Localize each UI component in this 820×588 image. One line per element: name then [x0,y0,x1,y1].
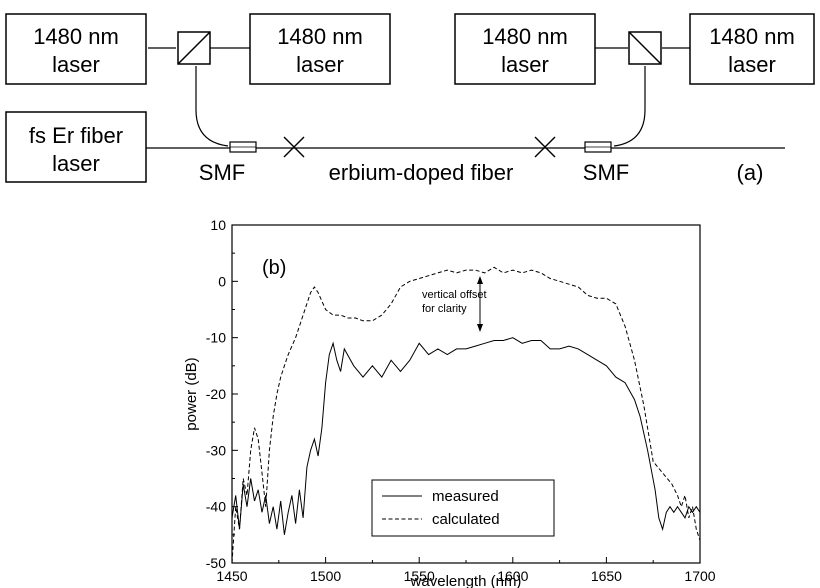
x-tick-label: 1550 [404,568,435,584]
y-axis-title: power (dB) [183,357,200,430]
label-smf-left: SMF [199,160,245,185]
box-laser-top-1-line1: 1480 nm [33,24,119,49]
box-laser-top-3-line2: laser [501,52,549,77]
series-measured-line [231,337,701,535]
box-laser-top-2-line1: 1480 nm [277,24,363,49]
offset-arrow-icon [477,276,483,332]
box-laser-top-4 [689,13,815,85]
y-tick-label: -40 [206,499,226,515]
x-tick-label: 1700 [684,568,715,584]
pump-fiber-left [195,66,229,147]
box-fs-laser-line2: laser [52,151,100,176]
y-tick-label: -50 [206,555,226,571]
legend-label-measured: measured [432,488,499,505]
x-axis-title: wavelength (nm) [410,573,522,588]
y-tick-label: -10 [206,330,226,346]
annotation-line1: vertical offset [422,289,487,301]
legend-label-calculated: calculated [432,511,500,528]
box-laser-top-1 [5,13,147,85]
box-laser-top-4-line1: 1480 nm [709,24,795,49]
coupler-right-icon [584,141,612,153]
box-laser-top-2-line2: laser [296,52,344,77]
coupler-left-icon [229,141,257,153]
x-tick-label: 1450 [216,568,247,584]
splice-right-icon [534,136,556,158]
box-laser-top-2 [249,13,391,85]
legend-box [371,479,555,537]
panel-label-b: (b) [262,257,286,279]
pump-fiber-right [613,66,646,147]
box-laser-top-3-line1: 1480 nm [482,24,568,49]
x-tick-label: 1600 [497,568,528,584]
panel-label-a: (a) [737,160,764,185]
box-laser-top-3 [454,13,596,85]
label-smf-right: SMF [583,160,629,185]
x-tick-label: 1500 [310,568,341,584]
beam-splitter-right-icon [628,31,662,65]
x-tick-label: 1650 [591,568,622,584]
box-laser-top-4-line2: laser [728,52,776,77]
y-tick-label: -20 [206,386,226,402]
box-laser-top-1-line2: laser [52,52,100,77]
box-fs-laser-line1: fs Er fiber [29,123,123,148]
series-calculated-line [231,266,701,564]
y-tick-label: 10 [210,217,226,233]
y-tick-label: -30 [206,442,226,458]
splice-left-icon [283,136,305,158]
label-erbium-doped-fiber: erbium-doped fiber [329,160,514,185]
beam-splitter-left-icon [177,31,211,65]
plot-frame [231,224,701,564]
setup-diagram: 1480 nm laser 1480 nm laser 1480 nm lase… [5,13,815,185]
y-tick-label: 0 [218,273,226,289]
legend: measured calculated [371,479,555,537]
box-fs-laser [5,111,147,183]
y-tick-labels: -50 -40 -30 -20 -10 0 10 [206,217,226,571]
annotation-line2: for clarity [422,303,467,315]
x-tick-labels: 1450 1500 1550 1600 1650 1700 [216,568,715,584]
